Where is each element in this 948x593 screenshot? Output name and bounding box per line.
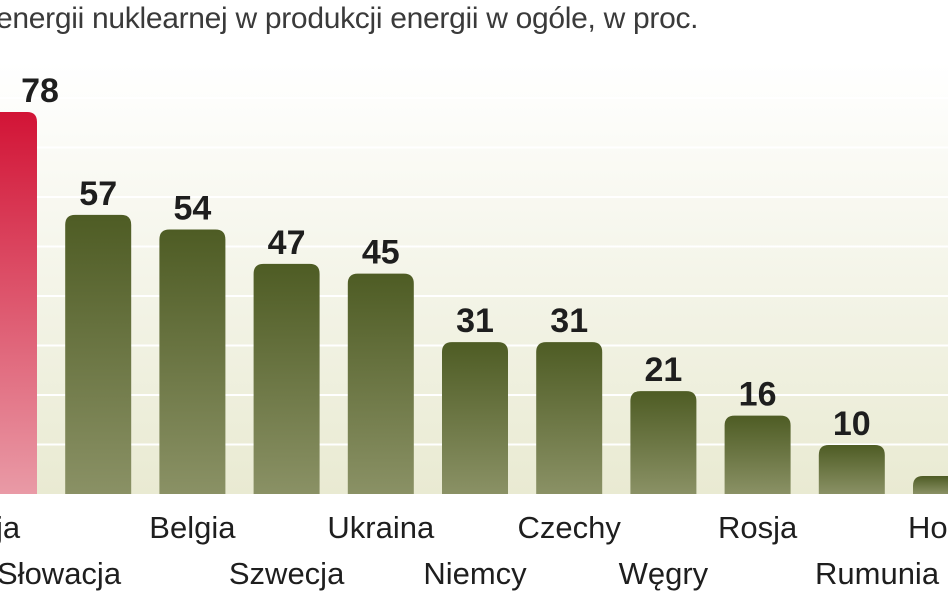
value-label: 57 <box>79 175 117 213</box>
category-label: Ukraina <box>327 510 435 545</box>
value-label: 78 <box>21 72 59 110</box>
bar <box>347 273 414 494</box>
category-label: Czechy <box>518 510 622 545</box>
category-label: Słowacja <box>0 556 122 591</box>
bar <box>536 342 603 494</box>
value-label: 47 <box>268 224 306 262</box>
bar <box>818 445 885 494</box>
category-label: Szwecja <box>229 556 345 591</box>
bar <box>724 415 791 494</box>
category-label: ja <box>0 510 21 545</box>
category-label: Niemcy <box>423 556 527 591</box>
bar <box>630 391 697 494</box>
bar <box>913 476 948 494</box>
category-label: Węgry <box>619 556 709 591</box>
bar <box>0 112 37 494</box>
category-label: Ho <box>908 510 948 545</box>
value-labels: 78 57 54 47 45 31 31 21 16 10 <box>21 72 871 443</box>
value-label: 16 <box>739 376 777 414</box>
value-label: 54 <box>173 190 211 228</box>
value-label: 10 <box>833 405 871 443</box>
bars <box>0 112 948 495</box>
bar <box>253 263 320 494</box>
category-label: Rumunia <box>815 556 940 591</box>
value-label: 31 <box>550 302 588 340</box>
value-label: 21 <box>644 351 682 389</box>
category-label: Belgia <box>149 510 236 545</box>
value-label: 31 <box>456 302 494 340</box>
bar <box>159 229 226 495</box>
value-label: 45 <box>362 234 400 272</box>
bar <box>442 342 508 494</box>
category-labels: ja Słowacja Belgia Szwecja Ukraina Niemcy Czec… <box>0 510 948 591</box>
category-label: Rosja <box>718 510 798 545</box>
chart-title: energii nuklearnej w produkcji energii w… <box>0 2 699 35</box>
bar <box>65 214 132 494</box>
